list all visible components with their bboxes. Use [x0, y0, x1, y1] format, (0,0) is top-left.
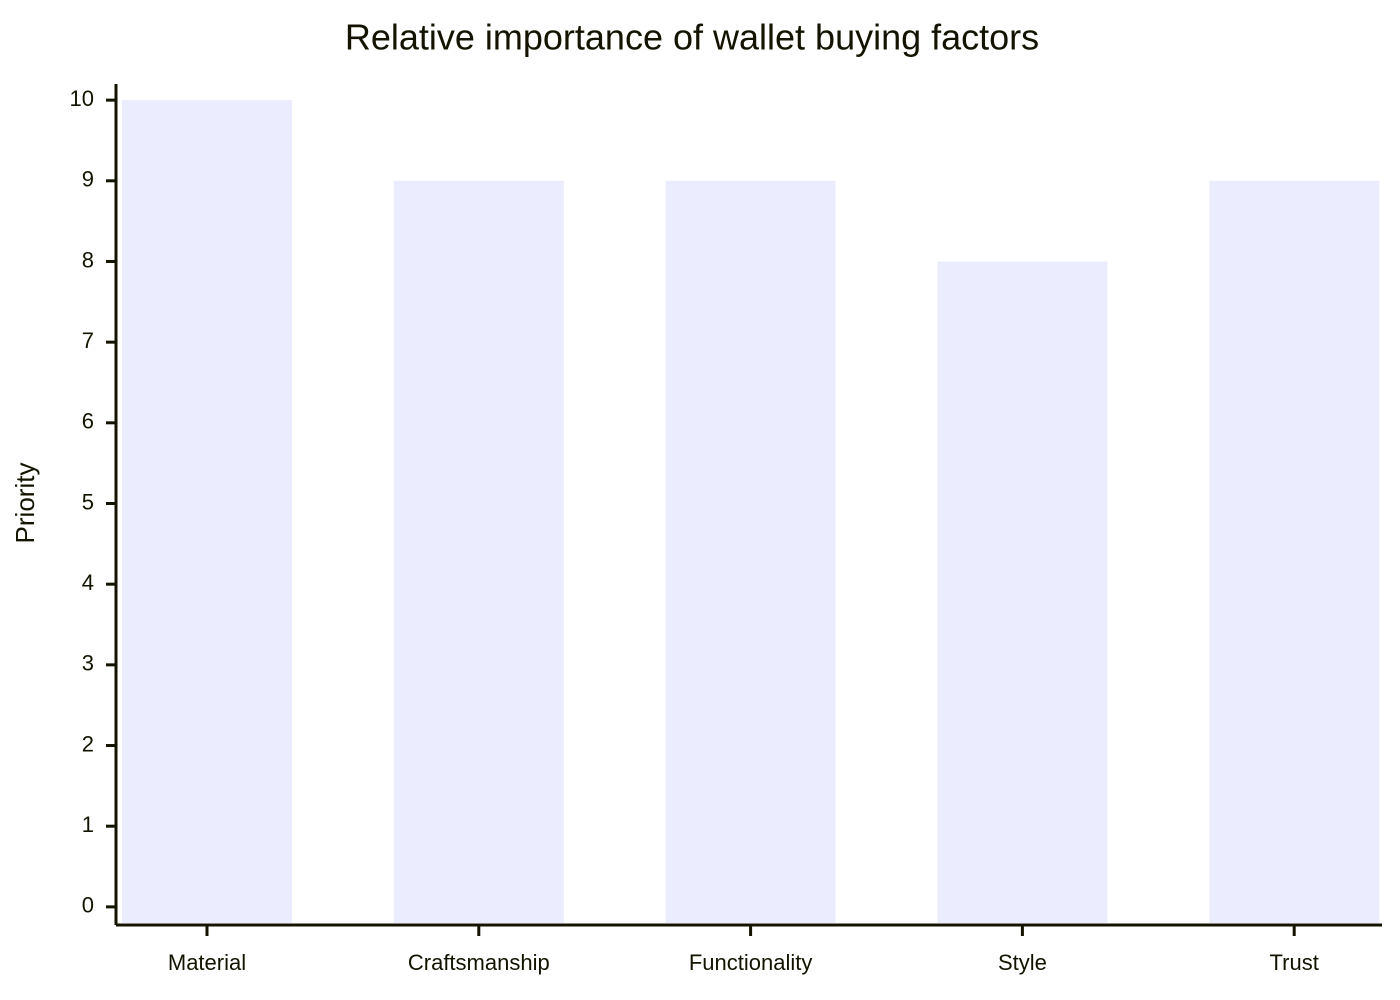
bar	[1209, 180, 1380, 924]
bar	[665, 180, 836, 924]
x-tick-label: Trust	[1270, 950, 1319, 975]
y-tick-label: 0	[82, 893, 94, 918]
y-tick-label: 2	[82, 731, 94, 756]
y-tick-label: 8	[82, 247, 94, 272]
bar	[937, 261, 1108, 923]
x-tick-label: Material	[168, 950, 246, 975]
y-tick-label: 3	[82, 651, 94, 676]
bar	[122, 100, 292, 923]
bar	[393, 180, 564, 924]
x-tick-label: Functionality	[689, 950, 813, 975]
x-tick-label: Craftsmanship	[408, 950, 550, 975]
y-tick-label: 6	[82, 409, 94, 434]
y-tick-label: 7	[82, 328, 94, 353]
y-tick-label: 9	[82, 167, 94, 192]
y-axis-label: Priority	[10, 463, 40, 544]
y-tick-label: 5	[82, 489, 94, 514]
y-tick-label: 1	[82, 812, 94, 837]
chart-title: Relative importance of wallet buying fac…	[345, 17, 1039, 58]
x-tick-label: Style	[998, 950, 1047, 975]
y-tick-label: 4	[82, 570, 94, 595]
y-tick-label: 10	[70, 86, 94, 111]
